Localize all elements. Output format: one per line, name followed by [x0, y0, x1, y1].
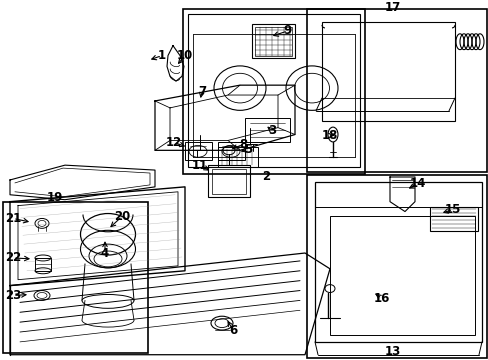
- Text: 4: 4: [101, 247, 109, 260]
- Text: 21: 21: [5, 212, 21, 225]
- Text: 1: 1: [158, 49, 166, 62]
- Bar: [306, 9, 486, 172]
- Text: 6: 6: [228, 324, 237, 337]
- Bar: [183, 9, 364, 174]
- Bar: [212, 169, 245, 194]
- Bar: [184, 143, 212, 160]
- Bar: [244, 118, 289, 143]
- Bar: [314, 182, 481, 342]
- Text: 14: 14: [409, 177, 426, 190]
- Text: 11: 11: [191, 159, 208, 172]
- Bar: [218, 147, 258, 167]
- Bar: [429, 207, 477, 231]
- Text: 9: 9: [284, 24, 291, 37]
- Text: 8: 8: [238, 138, 246, 151]
- Text: 2: 2: [262, 171, 269, 184]
- Bar: [187, 14, 359, 167]
- Bar: [251, 24, 294, 58]
- Bar: [218, 143, 244, 160]
- Text: 23: 23: [5, 289, 21, 302]
- Text: 22: 22: [5, 251, 21, 265]
- Bar: [329, 216, 474, 335]
- Text: 7: 7: [198, 85, 205, 98]
- Text: 10: 10: [177, 49, 193, 62]
- Bar: [306, 175, 486, 358]
- Text: 16: 16: [373, 292, 389, 305]
- Text: 13: 13: [384, 345, 400, 358]
- Bar: [254, 27, 291, 55]
- Bar: [35, 258, 51, 271]
- Text: 18: 18: [321, 129, 338, 142]
- Bar: [207, 165, 249, 197]
- Text: 17: 17: [384, 1, 400, 14]
- Text: 5: 5: [244, 143, 252, 156]
- Text: 15: 15: [444, 203, 460, 216]
- Text: 3: 3: [267, 124, 276, 137]
- Text: 19: 19: [47, 191, 63, 204]
- Text: 20: 20: [114, 210, 130, 223]
- Bar: [3, 202, 148, 353]
- Bar: [321, 22, 454, 121]
- Text: 12: 12: [165, 136, 182, 149]
